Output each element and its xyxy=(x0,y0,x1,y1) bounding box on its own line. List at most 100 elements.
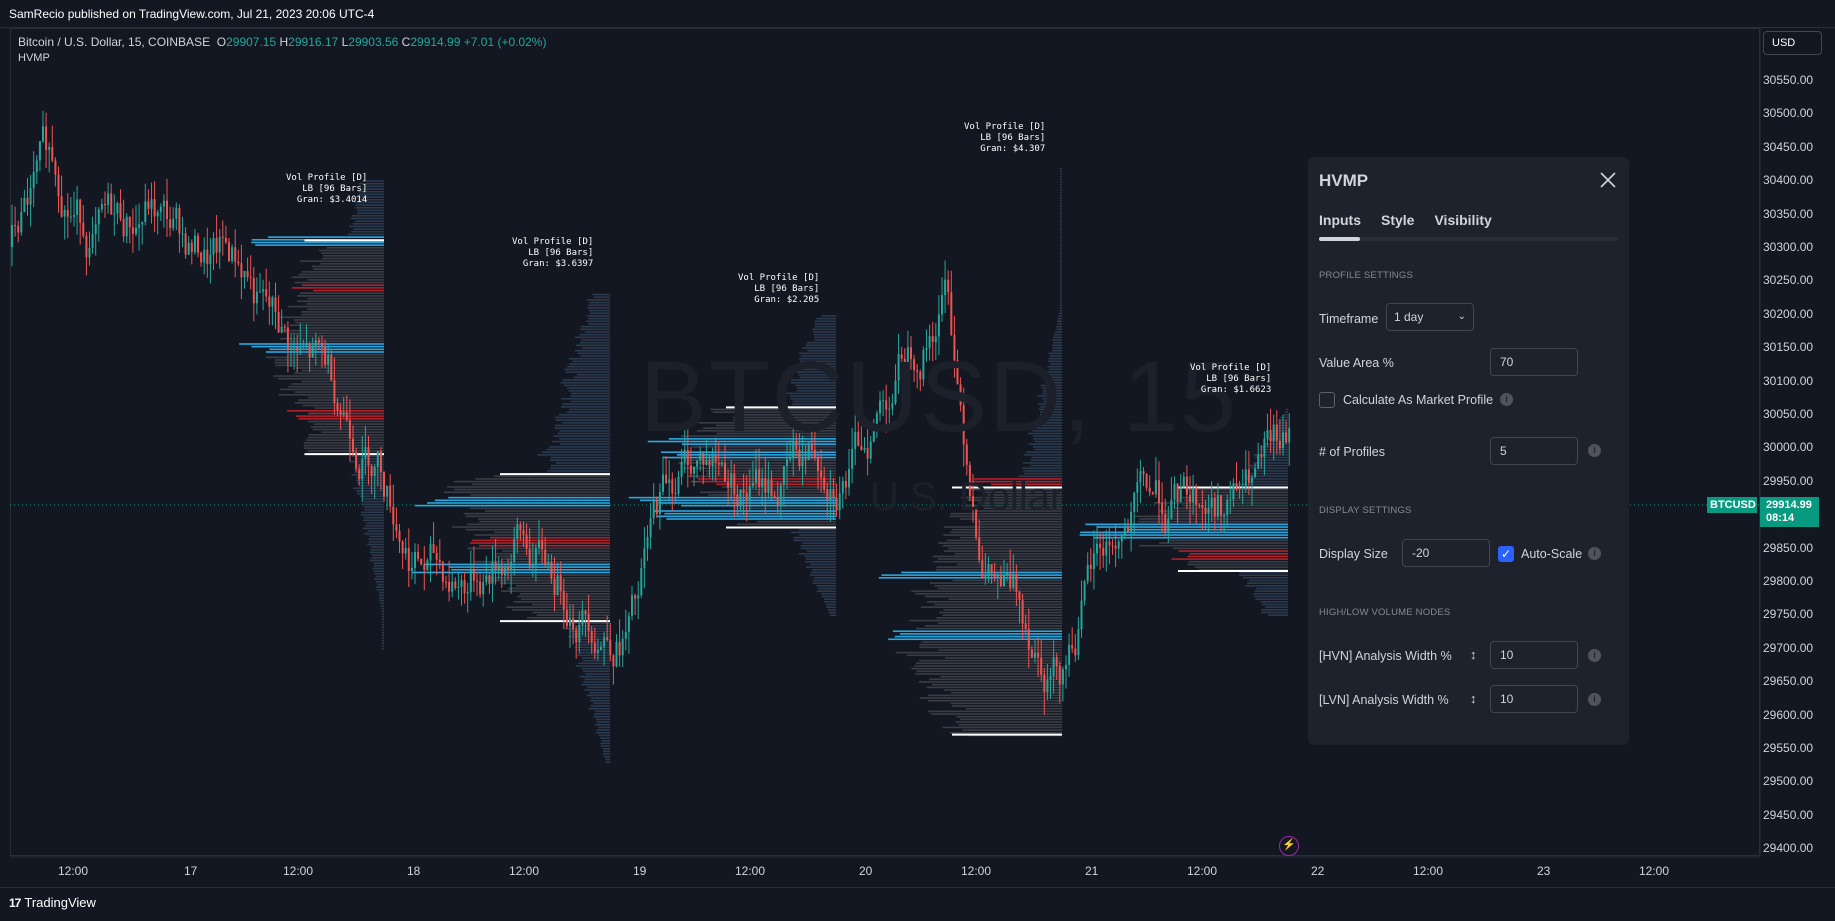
candle-body xyxy=(643,548,646,568)
candle-body xyxy=(941,295,943,315)
profiles-input[interactable]: 5 xyxy=(1490,437,1578,465)
market-profile-checkbox[interactable] xyxy=(1319,392,1335,408)
profile-row xyxy=(1246,582,1288,584)
profile-row xyxy=(582,670,610,673)
display-size-input[interactable]: -20 xyxy=(1402,539,1490,567)
candle-body xyxy=(17,225,20,233)
profile-row xyxy=(307,279,384,281)
profile-row xyxy=(1028,443,1062,445)
profile-row xyxy=(447,486,610,488)
profile-row xyxy=(1060,253,1062,256)
candle-body xyxy=(627,615,630,633)
profile-row xyxy=(598,734,610,737)
profile-row xyxy=(968,488,1062,491)
candle-body xyxy=(1151,492,1154,495)
candle-body xyxy=(1015,574,1018,592)
profile-row xyxy=(310,426,384,428)
profile-row xyxy=(940,675,1062,678)
candle-body xyxy=(1021,599,1024,624)
value-area-input[interactable]: 70 xyxy=(1490,348,1578,376)
footer-bar xyxy=(0,887,1835,921)
candle-body xyxy=(333,380,336,403)
profile-row xyxy=(1173,547,1288,550)
candle-body xyxy=(386,485,389,497)
profile-row xyxy=(294,372,384,375)
info-icon[interactable]: i xyxy=(1500,393,1513,406)
candle-body xyxy=(705,459,708,465)
profile-row xyxy=(915,593,1062,595)
profile-row xyxy=(1047,373,1062,376)
tab-style[interactable]: Style xyxy=(1381,212,1415,228)
profile-row xyxy=(1034,440,1062,443)
hvn-width-input[interactable]: 10 xyxy=(1490,641,1578,669)
candle-body xyxy=(308,343,311,358)
candle-body xyxy=(779,485,782,506)
candle-body xyxy=(240,263,243,278)
profile-row xyxy=(303,444,384,447)
profile-row xyxy=(352,222,384,225)
candle-body xyxy=(975,508,978,538)
profile-row xyxy=(1060,192,1062,194)
lvn-width-input[interactable]: 10 xyxy=(1490,685,1578,713)
info-icon[interactable]: i xyxy=(1588,649,1601,662)
close-icon[interactable] xyxy=(1598,170,1618,190)
profile-row xyxy=(367,530,384,532)
profile-row xyxy=(326,247,384,249)
candle-body xyxy=(947,279,950,293)
profile-row xyxy=(736,523,836,526)
profile-row xyxy=(794,384,836,387)
candle-body xyxy=(937,314,940,337)
candle-body xyxy=(79,199,82,223)
profile-row xyxy=(520,598,610,600)
profile-row xyxy=(350,230,384,233)
currency-button[interactable]: USD xyxy=(1763,31,1822,55)
tab-visibility[interactable]: Visibility xyxy=(1434,212,1492,228)
profile-row xyxy=(935,568,1062,571)
profile-row xyxy=(1188,491,1288,494)
profile-row xyxy=(1045,381,1062,384)
profile-row xyxy=(355,466,384,468)
profile-row xyxy=(1060,272,1062,274)
profile-row xyxy=(950,691,1062,694)
candle-body xyxy=(773,496,776,498)
profile-row xyxy=(546,448,610,451)
profile-row xyxy=(374,572,384,575)
info-icon[interactable]: i xyxy=(1588,693,1601,706)
profile-row xyxy=(581,683,610,686)
candle-body xyxy=(751,482,754,486)
profile-row xyxy=(593,296,610,299)
timeframe-select[interactable]: 1 day ⌄ xyxy=(1386,303,1474,331)
profile-row xyxy=(1060,210,1062,213)
profile-row xyxy=(295,415,384,417)
profile-row xyxy=(961,496,1062,499)
candle-body xyxy=(1083,581,1086,601)
profile-row xyxy=(553,435,610,437)
profile-row xyxy=(1042,376,1062,379)
lightning-icon[interactable]: ⚡ xyxy=(1279,836,1299,856)
tab-inputs[interactable]: Inputs xyxy=(1319,212,1361,228)
candle-body xyxy=(246,270,249,277)
candle-body xyxy=(259,291,261,293)
profile-row xyxy=(1060,256,1062,258)
symbol-title[interactable]: Bitcoin / U.S. Dollar, 15, COINBASE xyxy=(18,35,211,49)
auto-scale-checkbox[interactable]: ✓ xyxy=(1498,546,1514,562)
profile-row xyxy=(298,273,384,276)
brand[interactable]: 17 TradingView xyxy=(9,895,96,910)
profile-row xyxy=(251,345,384,348)
profile-row xyxy=(1175,507,1288,510)
profile-row xyxy=(552,440,610,443)
ohlc-legend: Bitcoin / U.S. Dollar, 15, COINBASE O299… xyxy=(18,35,547,49)
info-icon[interactable]: i xyxy=(1588,444,1601,457)
candle-body xyxy=(1061,669,1064,685)
profile-row xyxy=(703,427,836,429)
candle-body xyxy=(1099,543,1102,548)
profile-row xyxy=(712,411,836,413)
candle-body xyxy=(159,206,162,213)
profile-row xyxy=(354,471,384,474)
info-icon[interactable]: i xyxy=(1588,547,1601,560)
profile-row xyxy=(355,479,384,482)
candle-body xyxy=(990,564,993,574)
indicator-label[interactable]: HVMP xyxy=(18,52,50,64)
candle-body xyxy=(494,561,497,570)
